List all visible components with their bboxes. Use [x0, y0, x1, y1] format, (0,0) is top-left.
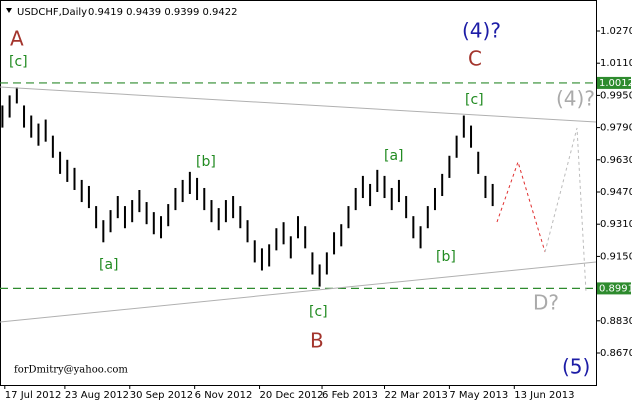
x-tick-label: 23 Aug 2012	[65, 390, 129, 401]
wave-label: [a]	[99, 257, 119, 273]
x-tick-label: 22 Mar 2013	[385, 390, 448, 401]
level-label: 0.8991	[599, 283, 632, 294]
x-tick-label: 7 May 2013	[449, 390, 508, 401]
x-tick-label: 6 Feb 2013	[322, 390, 378, 401]
y-tick-label: 0.9790	[600, 123, 632, 134]
menu-arrow	[6, 8, 12, 13]
wave-label: (5)	[562, 355, 590, 379]
chart-subtitle: 0.9419 0.9439 0.9399 0.9422	[88, 7, 238, 18]
wave-label: [c]	[9, 54, 28, 70]
forecast-path	[544, 127, 587, 293]
x-tick-label: 17 Jul 2012	[5, 390, 62, 401]
y-tick-label: 0.9310	[600, 219, 632, 230]
level-label: 1.0012	[599, 78, 632, 89]
y-tick-label: 1.0270	[600, 26, 632, 37]
wave-label: [c]	[309, 304, 328, 320]
x-tick-label: 6 Nov 2012	[195, 390, 253, 401]
wave-label: C	[468, 47, 482, 71]
wave-label: [b]	[196, 154, 216, 170]
level-tag	[597, 76, 631, 89]
plot-frame	[0, 0, 597, 386]
y-tick-label: 0.8670	[600, 348, 632, 359]
x-tick-label: 30 Sep 2012	[130, 390, 193, 401]
y-tick-label: 1.0110	[600, 58, 632, 69]
level-tag	[597, 282, 631, 295]
y-tick-label: 0.9150	[600, 251, 632, 262]
chart-title: USDCHF,Daily	[17, 7, 87, 18]
wave-label: A	[10, 27, 24, 51]
x-tick-label: 13 Jun 2013	[514, 390, 574, 401]
author-note: forDmitry@yahoo.com	[14, 365, 128, 376]
y-tick-label: 0.9950	[600, 90, 632, 101]
trend-line	[0, 261, 597, 323]
wave-label: B	[310, 329, 324, 353]
wave-label: D?	[533, 291, 559, 315]
wave-label: (4)?	[556, 87, 595, 111]
wave-label: [b]	[436, 249, 456, 265]
wave-label: [c]	[465, 92, 484, 108]
x-tick-label: 20 Dec 2012	[260, 390, 324, 401]
y-tick-label: 0.9470	[600, 187, 632, 198]
wave-label: (4)?	[462, 19, 501, 43]
y-tick-label: 0.8830	[600, 316, 632, 327]
y-tick-label: 0.9630	[600, 155, 632, 166]
wave-label: [a]	[384, 148, 404, 164]
forecast-path	[496, 160, 546, 253]
trend-line	[0, 86, 597, 123]
plot	[0, 82, 596, 289]
